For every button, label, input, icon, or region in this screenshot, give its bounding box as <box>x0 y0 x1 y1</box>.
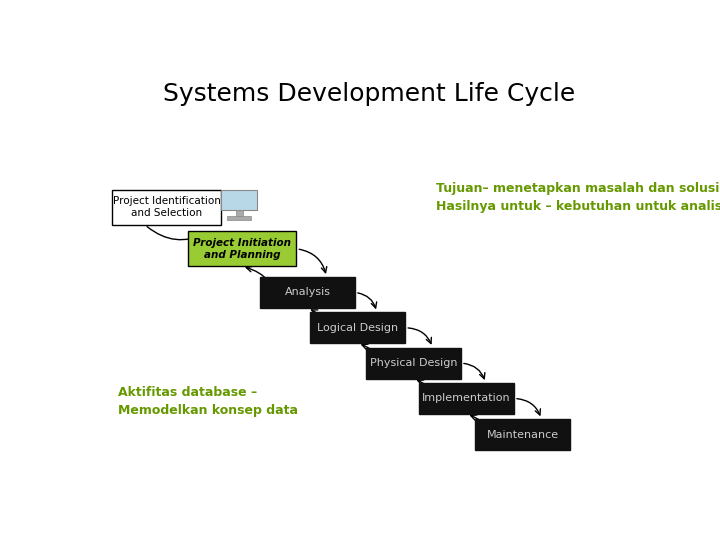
FancyBboxPatch shape <box>260 277 355 308</box>
Text: Maintenance: Maintenance <box>487 430 559 440</box>
FancyBboxPatch shape <box>112 190 221 225</box>
Text: Physical Design: Physical Design <box>370 358 457 368</box>
Text: Project Initiation
and Planning: Project Initiation and Planning <box>193 238 291 260</box>
Text: Implementation: Implementation <box>423 394 511 403</box>
Text: Tujuan– menetapkan masalah dan solusi
Hasilnya untuk – kebutuhan untuk analisis: Tujuan– menetapkan masalah dan solusi Ha… <box>436 183 720 213</box>
Text: Project Identification
and Selection: Project Identification and Selection <box>113 196 220 218</box>
Text: Logical Design: Logical Design <box>318 323 398 333</box>
FancyBboxPatch shape <box>475 419 570 450</box>
FancyBboxPatch shape <box>188 231 297 266</box>
FancyBboxPatch shape <box>419 383 514 414</box>
FancyBboxPatch shape <box>310 312 405 343</box>
Text: Analysis: Analysis <box>284 287 330 298</box>
Text: Systems Development Life Cycle: Systems Development Life Cycle <box>163 82 575 106</box>
FancyBboxPatch shape <box>221 190 258 210</box>
FancyBboxPatch shape <box>228 217 251 220</box>
Text: Aktifitas database –
Memodelkan konsep data: Aktifitas database – Memodelkan konsep d… <box>118 386 298 417</box>
FancyBboxPatch shape <box>366 348 461 379</box>
FancyBboxPatch shape <box>236 210 243 217</box>
